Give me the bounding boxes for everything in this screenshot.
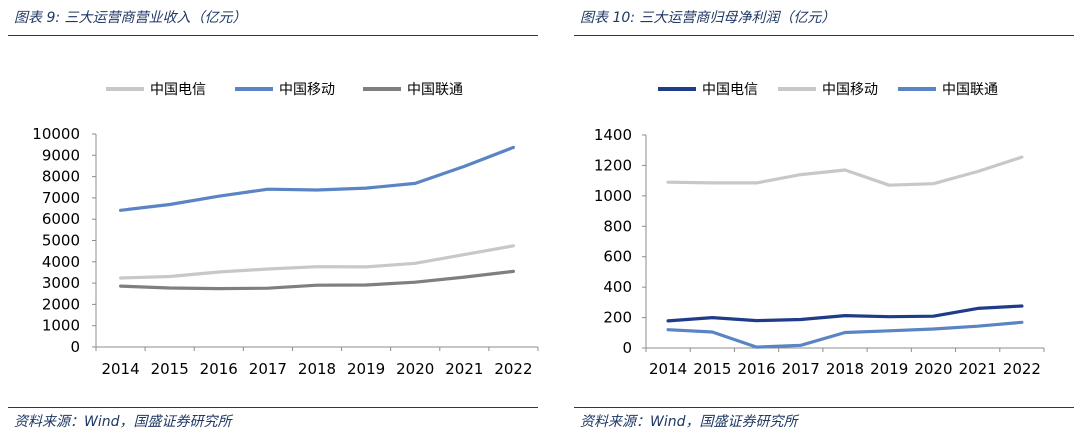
x-tick-label: 2022 bbox=[1003, 360, 1041, 378]
y-tick-label: 200 bbox=[603, 309, 632, 327]
series-line-1 bbox=[666, 304, 1024, 323]
y-tick-label: 1400 bbox=[594, 126, 632, 144]
y-tick-label: 4000 bbox=[42, 253, 80, 271]
x-tick-label: 2014 bbox=[101, 360, 139, 378]
y-tick-label: 10000 bbox=[32, 125, 80, 143]
y-tick-label: 1000 bbox=[594, 187, 632, 205]
x-tick-label: 2018 bbox=[298, 360, 336, 378]
y-tick-label: 7000 bbox=[42, 189, 80, 207]
figure-title: 图表 10: 三大运营商归母净利润（亿元） bbox=[580, 10, 836, 26]
x-tick-label: 2020 bbox=[396, 360, 434, 378]
legend-label: 中国移动 bbox=[279, 82, 335, 98]
x-tick-label: 2016 bbox=[200, 360, 238, 378]
y-tick-label: 800 bbox=[603, 217, 632, 235]
x-tick-label: 2016 bbox=[737, 360, 775, 378]
y-tick-label: 9000 bbox=[42, 146, 80, 164]
x-tick-label: 2019 bbox=[347, 360, 385, 378]
y-tick-label: 600 bbox=[603, 248, 632, 266]
net-profit-line-chart: 0 200 400 600 800 1000 1200 1400 2014 2015 2016 201… bbox=[594, 82, 1045, 378]
y-tick-label: 1000 bbox=[42, 317, 80, 335]
x-tick-label: 2021 bbox=[445, 360, 483, 378]
x-tick-label: 2017 bbox=[782, 360, 820, 378]
figure-net-profit: 图表 10: 三大运营商归母净利润（亿元） 0 200 400 600 800 1000 1… bbox=[574, 0, 1074, 439]
x-tick-label: 2014 bbox=[649, 360, 687, 378]
figure-title: 图表 9: 三大运营商营业收入（亿元） bbox=[14, 10, 247, 26]
y-tick-label: 3000 bbox=[42, 274, 80, 292]
revenue-line-chart: 0 1000 2000 3000 4000 5000 6000 7000 8000 9000 100… bbox=[32, 82, 539, 378]
series-line-3 bbox=[666, 320, 1024, 349]
y-tick-label: 1200 bbox=[594, 156, 632, 174]
y-tick-label: 8000 bbox=[42, 168, 80, 186]
title-rule bbox=[574, 35, 1074, 36]
legend-label: 中国电信 bbox=[702, 82, 758, 98]
x-tick-label: 2019 bbox=[870, 360, 908, 378]
y-tick-label: 0 bbox=[70, 338, 80, 356]
x-tick-label: 2018 bbox=[826, 360, 864, 378]
x-tick-label: 2015 bbox=[693, 360, 731, 378]
figure-revenue: 图表 9: 三大运营商营业收入（亿元） 0 1000 2000 3000 4000 500… bbox=[8, 0, 539, 439]
y-tick-label: 0 bbox=[622, 339, 632, 357]
source-note: 资料来源：Wind，国盛证券研究所 bbox=[14, 414, 232, 430]
x-tick-label: 2017 bbox=[249, 360, 287, 378]
y-tick-label: 5000 bbox=[42, 232, 80, 250]
x-tick-label: 2022 bbox=[494, 360, 532, 378]
x-tick-label: 2020 bbox=[914, 360, 952, 378]
legend-label: 中国电信 bbox=[150, 82, 206, 98]
legend-label: 中国联通 bbox=[407, 82, 463, 98]
legend-label: 中国移动 bbox=[822, 82, 878, 98]
y-tick-label: 400 bbox=[603, 278, 632, 296]
source-note: 资料来源：Wind，国盛证券研究所 bbox=[580, 414, 798, 430]
source-rule bbox=[8, 407, 538, 408]
y-tick-label: 6000 bbox=[42, 210, 80, 228]
series-line-2 bbox=[666, 155, 1024, 187]
title-rule bbox=[8, 35, 538, 36]
x-tick-label: 2015 bbox=[151, 360, 189, 378]
series-line-1 bbox=[118, 244, 515, 280]
series-line-2 bbox=[118, 145, 515, 212]
source-rule bbox=[574, 407, 1074, 408]
y-tick-label: 2000 bbox=[42, 295, 80, 313]
x-tick-label: 2021 bbox=[959, 360, 997, 378]
legend-label: 中国联通 bbox=[942, 82, 998, 98]
series-line-3 bbox=[118, 269, 515, 291]
